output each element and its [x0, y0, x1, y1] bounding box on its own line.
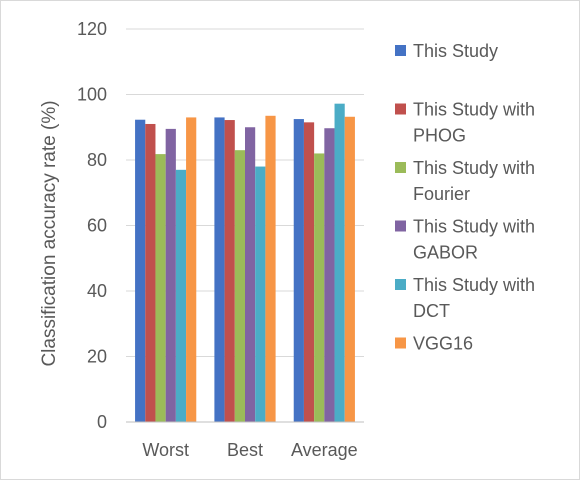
- y-tick-label: 20: [87, 347, 107, 367]
- legend-swatch: [395, 337, 406, 349]
- x-tick-label: Best: [227, 440, 263, 460]
- y-axis-ticks: 0 20 40 60 80 100 120: [77, 19, 107, 432]
- y-tick-label: 120: [77, 19, 107, 39]
- x-tick-label: Average: [291, 440, 358, 460]
- x-axis-ticks: Worst Best Average: [142, 440, 357, 460]
- legend-label: This Study: [413, 41, 498, 61]
- legend-swatch: [395, 45, 406, 56]
- bar-worst-1: [145, 123, 156, 422]
- bar-worst-4: [175, 169, 187, 422]
- bar-best-5: [265, 115, 276, 422]
- bar-best-1: [224, 120, 235, 423]
- legend-label: This Study with: [413, 100, 535, 120]
- bar-best-2: [234, 150, 245, 423]
- legend-label: This Study with: [413, 158, 535, 178]
- bar-best-4: [255, 166, 266, 422]
- bar-worst-0: [135, 119, 146, 422]
- bars: [135, 103, 355, 423]
- x-tick-label: Worst: [142, 440, 189, 460]
- bar-average-0: [293, 119, 304, 422]
- bar-average-4: [334, 103, 345, 423]
- y-tick-label: 100: [77, 85, 107, 105]
- legend-label: GABOR: [413, 243, 478, 263]
- bar-worst-2: [155, 154, 166, 423]
- legend-label: VGG16: [413, 334, 473, 354]
- legend: This Study This Study with PHOG This Study …: [395, 41, 535, 354]
- y-tick-label: 60: [87, 216, 107, 236]
- legend-label: DCT: [413, 301, 450, 321]
- legend-swatch: [395, 103, 406, 115]
- bar-worst-5: [186, 117, 197, 423]
- y-tick-label: 80: [87, 150, 107, 170]
- y-axis-label: Classification accuracy rate (%): [39, 100, 60, 366]
- bar-worst-3: [165, 128, 176, 422]
- bar-average-5: [344, 116, 355, 423]
- bar-average-3: [324, 128, 335, 423]
- legend-label: This Study with: [413, 217, 535, 237]
- legend-swatch: [395, 162, 406, 173]
- bar-best-0: [214, 117, 225, 423]
- legend-label: This Study with: [413, 275, 535, 295]
- y-tick-label: 40: [87, 281, 107, 301]
- bar-average-2: [314, 153, 325, 422]
- legend-label: Fourier: [413, 184, 470, 204]
- legend-swatch: [395, 220, 406, 232]
- bar-best-3: [245, 127, 256, 422]
- legend-label: PHOG: [413, 126, 466, 146]
- y-tick-label: 0: [97, 412, 107, 432]
- bar-average-1: [303, 122, 315, 423]
- legend-swatch: [395, 279, 406, 290]
